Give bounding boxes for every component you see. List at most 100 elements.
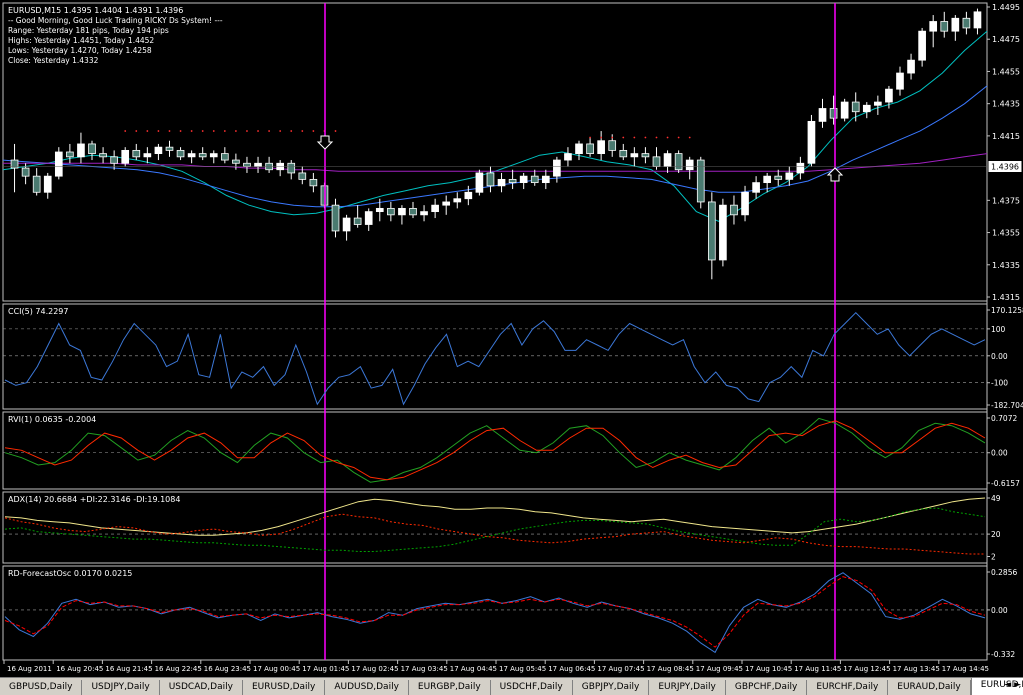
candle — [143, 147, 152, 164]
candle — [973, 8, 982, 35]
forecast-osc-signal-line — [4, 576, 986, 648]
time-label: 17 Aug 12:45 — [843, 665, 890, 673]
candle — [553, 156, 561, 183]
bear-candle-body — [851, 101, 860, 113]
tab-gbpchf-daily[interactable]: GBPCHF,Daily — [726, 680, 808, 695]
bull-candle-body — [630, 153, 639, 158]
bull-candle-body — [420, 211, 428, 216]
bear-candle-body — [99, 153, 107, 158]
bull-candle-body — [840, 101, 849, 119]
signal-dot — [312, 130, 315, 132]
candle — [298, 166, 307, 185]
chart-background — [0, 0, 1023, 677]
signal-dot — [655, 136, 658, 139]
indicator-tick-label: 20 — [991, 530, 1001, 539]
tab-eurjpy-daily[interactable]: EURJPY,Daily — [649, 680, 726, 695]
candle — [564, 147, 572, 167]
indicator-tick-label: 0.2856 — [991, 568, 1017, 577]
price-tick-label: 1.4355 — [992, 229, 1020, 238]
time-label: 17 Aug 00:45 — [253, 665, 300, 673]
candle — [541, 169, 550, 190]
bull-candle-body — [575, 143, 583, 155]
chart-canvas[interactable]: 1.44951.44751.44551.44351.44151.43951.43… — [0, 0, 1023, 677]
bear-candle-body — [10, 159, 19, 169]
bear-candle-body — [21, 167, 30, 177]
price-tick-label: 1.4455 — [992, 67, 1020, 76]
tab-eurchf-daily[interactable]: EURCHF,Daily — [807, 680, 889, 695]
candle — [851, 92, 860, 122]
bear-candle-body — [198, 153, 207, 158]
signal-dot — [611, 136, 614, 139]
signal-dot — [279, 130, 282, 132]
tab-usdchf-daily[interactable]: USDCHF,Daily — [491, 680, 573, 695]
signal-dot — [268, 130, 271, 132]
signal-dot — [600, 136, 603, 139]
bear-candle-body — [331, 204, 340, 232]
tab-usdjpy-daily[interactable]: USDJPY,Daily — [82, 680, 160, 695]
adx-line — [4, 497, 986, 536]
tab-eurusd-daily[interactable]: EURUSD,Daily — [243, 680, 326, 695]
tab-gbpusd-daily[interactable]: GBPUSD,Daily — [0, 680, 83, 695]
tab-eurusd-m15[interactable]: EURUSD,M15 — [970, 677, 1023, 695]
time-label: 17 Aug 13:45 — [893, 665, 940, 673]
candle — [896, 66, 904, 96]
bull-candle-body — [663, 153, 672, 167]
candle — [342, 214, 351, 241]
plus-di-line — [4, 507, 986, 552]
indicator-tick-label: -100 — [991, 379, 1008, 388]
candle — [331, 198, 340, 238]
signal-dot — [212, 130, 215, 132]
tab-euraud-daily[interactable]: EURAUD,Daily — [888, 680, 971, 695]
candle — [818, 98, 827, 128]
bear-candle-body — [387, 207, 395, 216]
candle — [674, 150, 683, 173]
bull-candle-body — [143, 153, 152, 158]
time-label: 16 Aug 2011 — [7, 665, 52, 673]
bull-candle-body — [752, 182, 760, 193]
time-label: 16 Aug 21:45 — [105, 665, 152, 673]
signal-dot — [677, 136, 680, 139]
tab-usdcad-daily[interactable]: USDCAD,Daily — [160, 680, 243, 695]
bull-candle-body — [763, 175, 772, 184]
candle — [774, 169, 783, 186]
candle — [586, 137, 594, 157]
current-price-badge — [987, 160, 1023, 173]
signal-dot — [666, 136, 669, 139]
up-arrow-shape — [826, 167, 844, 182]
info-line: Highs: Yesterday 1.4451, Today 1.4452 — [8, 36, 154, 45]
candle — [685, 156, 694, 180]
time-label: 17 Aug 11:45 — [794, 665, 841, 673]
candle — [287, 160, 296, 180]
candle — [807, 114, 816, 167]
bear-candle-body — [696, 159, 705, 203]
indicator-tick-label: 0.00 — [991, 449, 1008, 458]
tab-gbpjpy-daily[interactable]: GBPJPY,Daily — [573, 680, 650, 695]
candle — [10, 143, 19, 193]
bull-candle-body — [818, 108, 827, 122]
candle — [508, 169, 517, 190]
tab-audusd-daily[interactable]: AUDUSD,Daily — [325, 680, 409, 695]
candle — [497, 172, 506, 193]
candle — [929, 15, 938, 48]
bull-candle-body — [154, 146, 163, 155]
bull-candle-body — [564, 153, 572, 161]
candle — [630, 147, 639, 167]
bear-candle-body — [232, 159, 240, 164]
candle — [409, 201, 417, 219]
bull-candle-body — [497, 178, 506, 187]
candle — [77, 132, 85, 164]
bear-candle-body — [66, 151, 74, 158]
signal-dot — [234, 130, 237, 132]
bear-candle-body — [220, 153, 229, 161]
tab-scroll-arrows-icon[interactable]: ◄ ► — [1004, 680, 1021, 690]
bull-candle-body — [453, 198, 462, 203]
candle — [442, 195, 451, 215]
rvi-signal-line — [4, 420, 986, 481]
adx-label: ADX(14) 20.6684 +DI:22.3146 -DI:19.1084 — [8, 495, 180, 504]
info-line: Lows: Yesterday 1.4270, Today 1.4258 — [8, 46, 152, 55]
bear-candle-body — [829, 108, 838, 119]
signal-dot — [124, 130, 127, 132]
tab-eurgbp-daily[interactable]: EURGBP,Daily — [409, 680, 491, 695]
time-label: 17 Aug 08:45 — [647, 665, 694, 673]
candle — [885, 85, 893, 109]
